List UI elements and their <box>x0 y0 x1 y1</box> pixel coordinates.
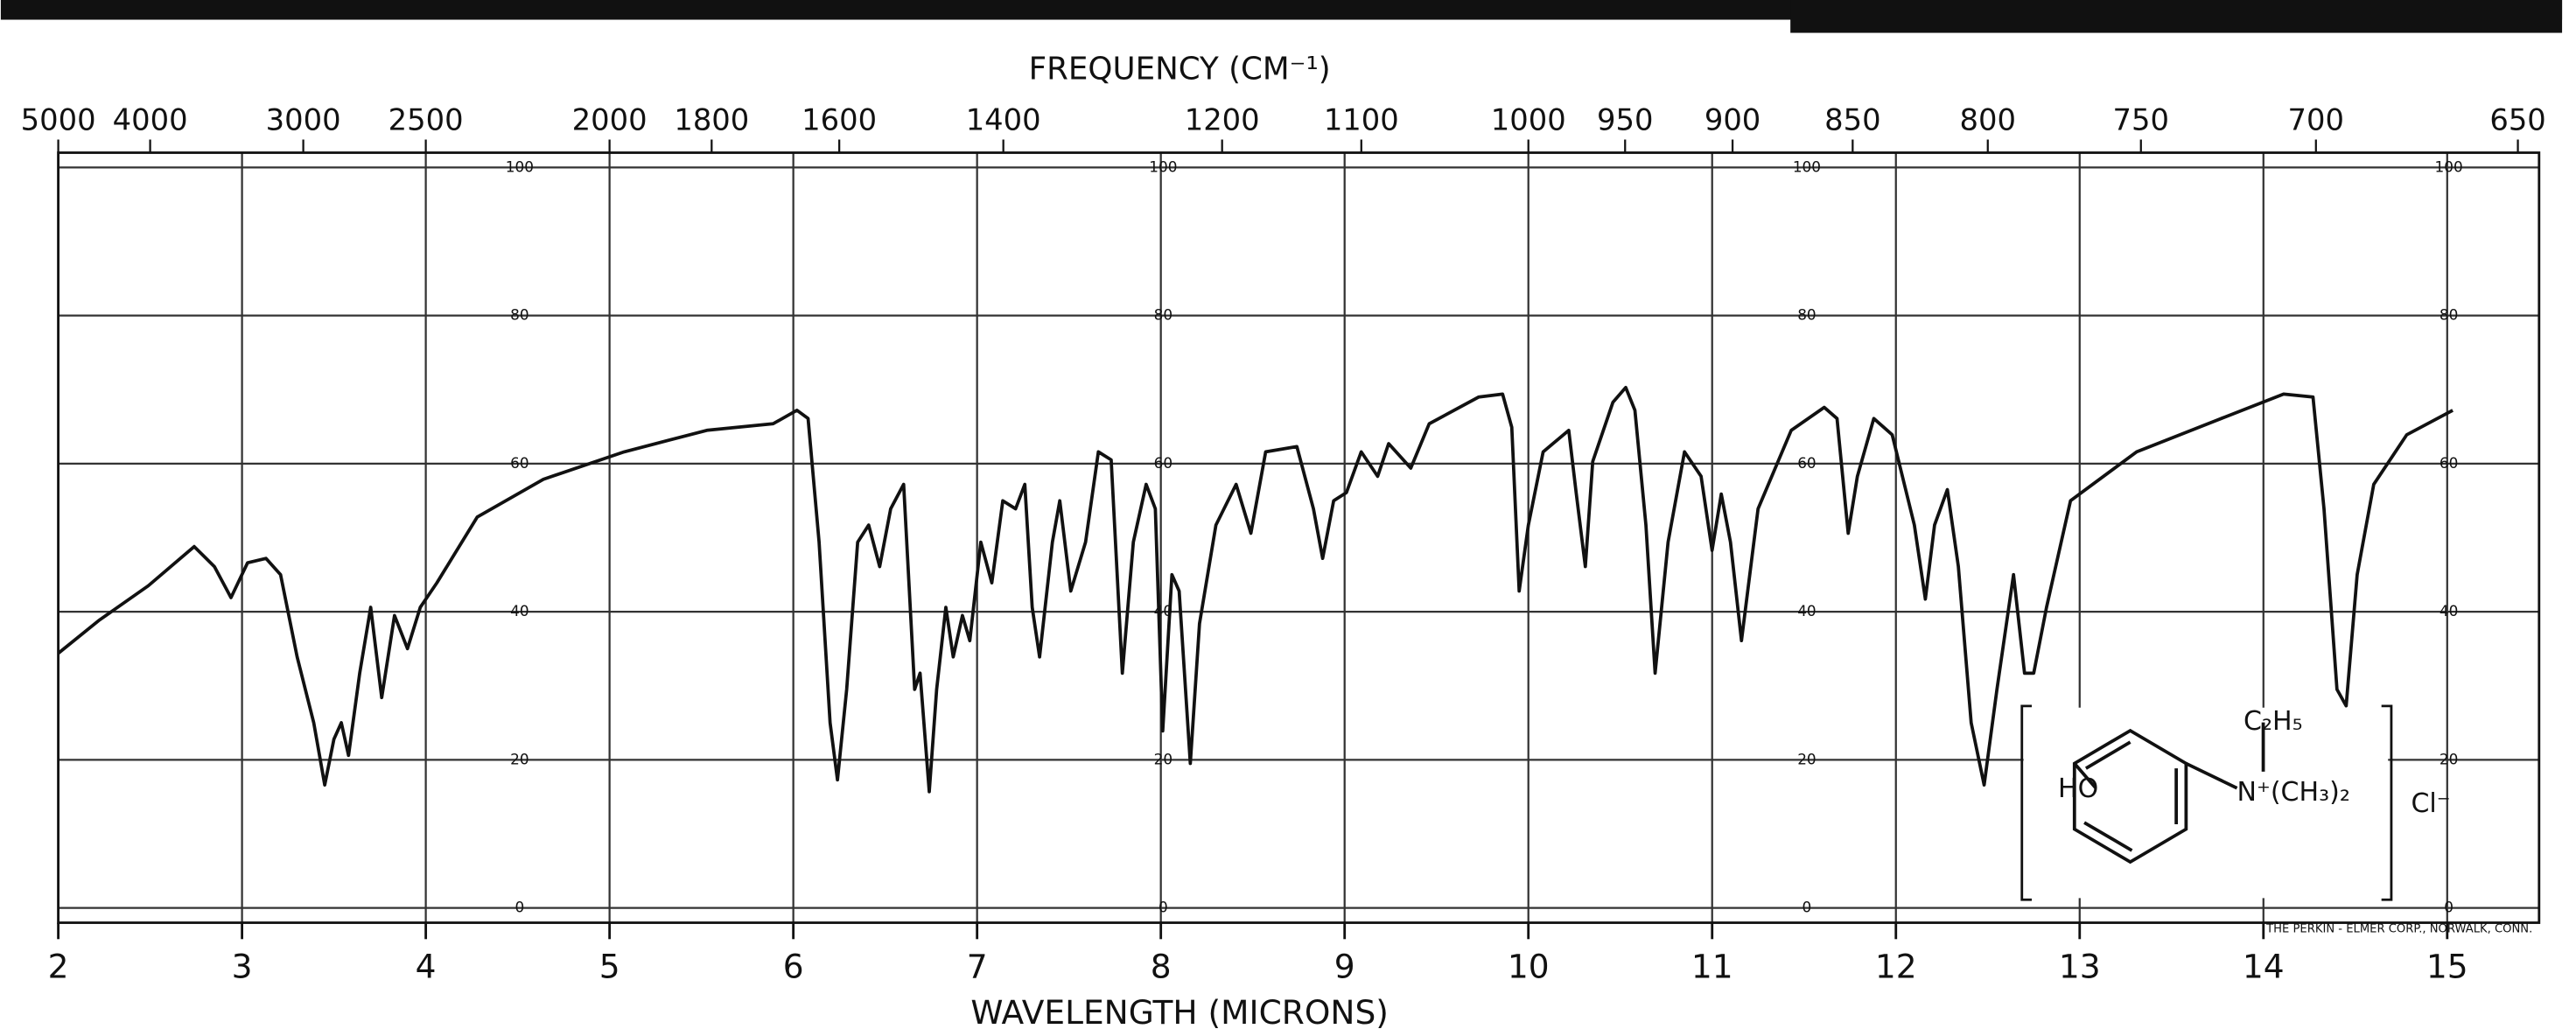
frequency-tick-label: 1200 <box>1185 102 1260 136</box>
x-tick-label: 14 <box>2243 948 2285 986</box>
y-tick-label: 40 <box>510 602 528 620</box>
molecule-label: HO <box>2058 774 2098 804</box>
y-tick-label: 20 <box>1797 750 1816 767</box>
molecule-label: Cl⁻ <box>2411 788 2450 819</box>
y-tick-label: 40 <box>1154 602 1172 620</box>
spectrum-line <box>57 385 2454 794</box>
structure: HO C₂H₅ N⁺(CH₃)₂ Cl⁻ <box>2020 704 2451 901</box>
frequency-tick-label: 4000 <box>113 102 188 136</box>
frequency-tick-label: 1100 <box>1324 102 1399 136</box>
y-tick-label: 80 <box>1154 306 1172 324</box>
chart-title: FREQUENCY (CM⁻¹) <box>1029 52 1331 88</box>
frequency-tick-label: 650 <box>2489 102 2545 136</box>
y-tick-label: 60 <box>2440 454 2458 472</box>
frequency-tick-label: 900 <box>1704 102 1760 136</box>
frequency-tick-label: 750 <box>2113 102 2169 136</box>
molecule-label: N⁺(CH₃)₂ <box>2237 777 2350 808</box>
y-tick-label: 0 <box>514 899 524 916</box>
credit: THE PERKIN - ELMER CORP., NORWALK, CONN. <box>2265 923 2532 936</box>
y-tick-label: 0 <box>1158 899 1168 916</box>
x-tick-label: 2 <box>48 948 69 986</box>
x-tick-label: 12 <box>1875 948 1917 986</box>
frequency-tick-label: 950 <box>1597 102 1653 136</box>
y-tick-label: 40 <box>1797 602 1816 620</box>
frequency-tick-label: 800 <box>1960 102 2016 136</box>
y-tick-label: 80 <box>1797 306 1816 324</box>
y-tick-label: 20 <box>510 750 528 767</box>
frequency-tick-label: 1800 <box>674 102 749 136</box>
y-tick-label: 20 <box>1154 750 1172 767</box>
y-tick-label: 60 <box>510 454 528 472</box>
y-tick-label: 100 <box>506 158 534 175</box>
y-tick-label: 100 <box>2434 158 2462 175</box>
frequency-tick-label: 1000 <box>1491 102 1566 136</box>
bracket <box>2020 704 2393 901</box>
y-tick-label: 60 <box>1797 454 1816 472</box>
x-tick-label: 3 <box>232 948 253 986</box>
frequency-tick-label: 1400 <box>966 102 1041 136</box>
y-tick-label: 0 <box>2444 899 2454 916</box>
frequency-tick-label: 5000 <box>21 102 96 136</box>
y-tick-label: 80 <box>2440 306 2458 324</box>
bond <box>2073 722 2265 790</box>
x-tick-label: 4 <box>416 948 437 986</box>
y-tick-label: 80 <box>510 306 528 324</box>
x-tick-label: 13 <box>2059 948 2101 986</box>
x-tick-label: 5 <box>599 948 620 986</box>
molecule-label: C₂H₅ <box>2244 706 2303 737</box>
frequency-tick-label: 1600 <box>802 102 877 136</box>
x-tick-label: 7 <box>967 948 988 986</box>
y-tick-label: 0 <box>1802 899 1812 916</box>
structure-background <box>2023 707 2389 899</box>
x-tick-label: 10 <box>1508 948 1550 986</box>
x-tick-label: 6 <box>783 948 804 986</box>
benzene-ring <box>2072 728 2188 864</box>
paper-edge <box>1790 0 2563 33</box>
y-tick-label: 20 <box>2440 750 2458 767</box>
x-tick-label: 11 <box>1691 948 1733 986</box>
frequency-tick-label: 2500 <box>388 102 464 136</box>
x-tick-label: 9 <box>1334 948 1355 986</box>
frequency-tick-label: 850 <box>1824 102 1880 136</box>
x-axis-label: WAVELENGTH (MICRONS) <box>970 993 1389 1032</box>
frequency-tick-label: 3000 <box>266 102 341 136</box>
frequency-tick-label: 700 <box>2288 102 2344 136</box>
plot-frame <box>57 151 2541 924</box>
x-tick-label: 8 <box>1151 948 1172 986</box>
x-tick-label: 15 <box>2426 948 2468 986</box>
y-tick-label: 60 <box>1154 454 1172 472</box>
y-tick-label: 40 <box>2440 602 2458 620</box>
y-tick-label: 100 <box>1149 158 1177 175</box>
frequency-tick-label: 2000 <box>572 102 648 136</box>
y-tick-label: 100 <box>1793 158 1821 175</box>
